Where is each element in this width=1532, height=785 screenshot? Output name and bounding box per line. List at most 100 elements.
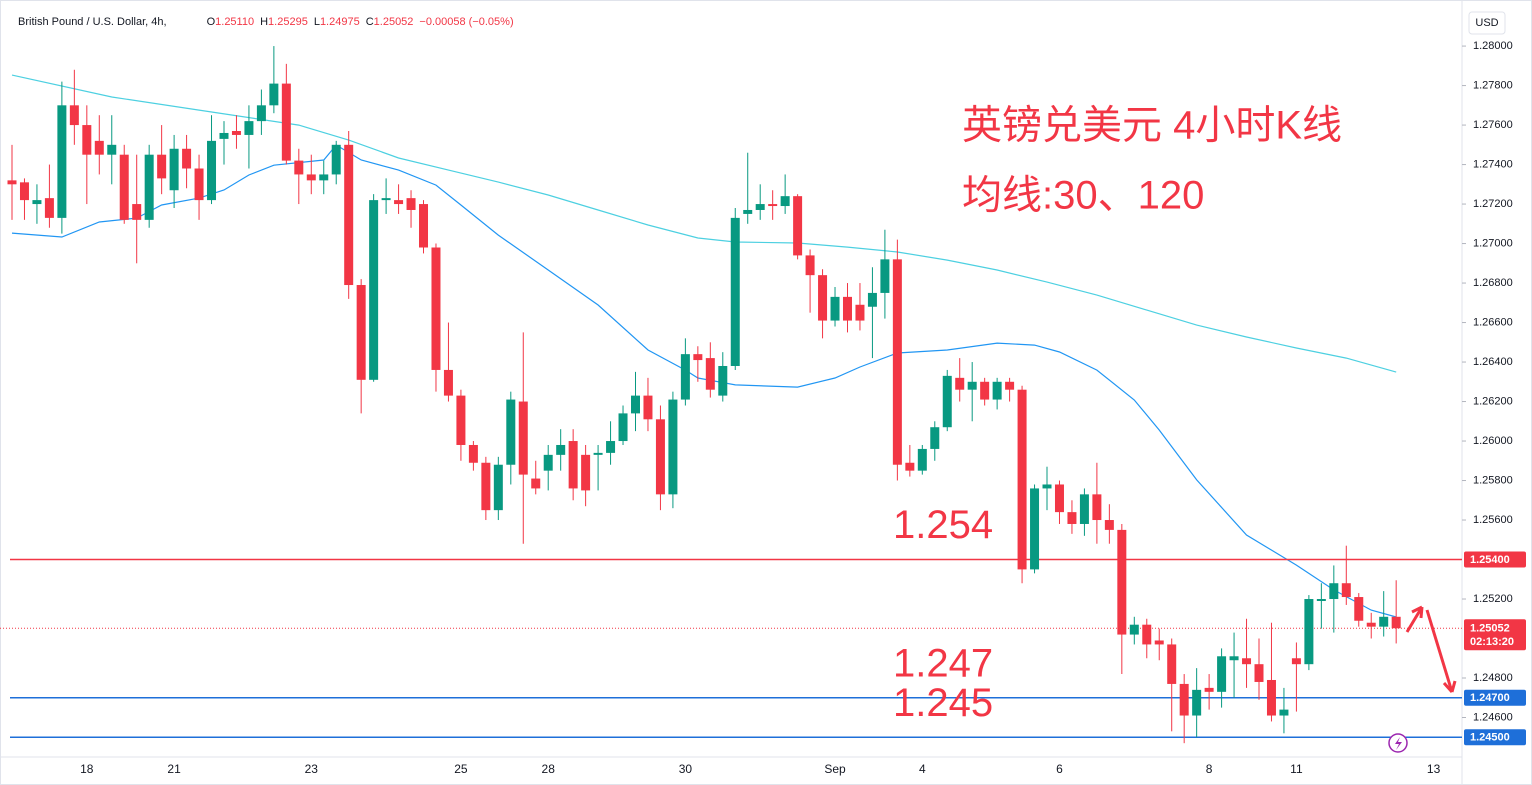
candle-body — [867, 292, 877, 307]
ohlc-value: 1.25052 — [374, 16, 414, 28]
level-box — [1464, 551, 1526, 568]
candle-body — [680, 354, 690, 400]
arrow-down — [1425, 609, 1457, 693]
candle-body — [1279, 709, 1289, 716]
candle-body — [57, 105, 67, 218]
candle-body — [32, 200, 42, 205]
candle-body — [406, 198, 416, 210]
candle-body — [1391, 616, 1401, 629]
candle-body — [705, 358, 715, 390]
candle-body — [643, 395, 653, 420]
candle-body — [319, 174, 329, 181]
candle-body — [244, 121, 254, 135]
currency: USD — [1475, 17, 1498, 29]
candle-body — [1266, 679, 1276, 716]
ohlc-name: L — [314, 16, 320, 28]
level-annotation: 1.247 — [893, 641, 993, 685]
candle-body — [842, 296, 852, 321]
candle-body — [967, 381, 977, 390]
x-tick-label: Sep — [824, 762, 846, 776]
ohlc-value: 1.25110 — [215, 16, 254, 28]
candle-body — [356, 285, 366, 380]
candle-body — [780, 196, 790, 207]
ohlc-value: 1.24975 — [320, 16, 360, 28]
candle-body — [119, 154, 129, 220]
x-tick-label: 13 — [1427, 762, 1441, 776]
candle-body — [107, 144, 117, 155]
candle-body — [1354, 597, 1364, 621]
candle-body — [818, 275, 828, 321]
x-tick-label: 8 — [1206, 762, 1213, 776]
candle-body — [1204, 687, 1214, 692]
candle-body — [1229, 656, 1239, 661]
candle-body — [755, 204, 765, 210]
candle-body — [1192, 689, 1202, 716]
candle-body — [1217, 656, 1227, 692]
candle-body — [144, 154, 154, 220]
candle-body — [855, 304, 865, 321]
candle-body — [830, 296, 840, 321]
candle-body — [768, 204, 778, 207]
candle-body — [493, 464, 503, 511]
candle-body — [531, 478, 541, 489]
candle-body — [269, 83, 279, 106]
level-label: 1.25400 — [1470, 554, 1510, 566]
candle-body — [94, 140, 104, 155]
level-annotation: 1.245 — [893, 681, 993, 725]
x-tick-label: 23 — [305, 762, 319, 776]
candle-body — [456, 395, 466, 445]
y-tick-label: 1.28000 — [1473, 40, 1513, 52]
candle-body — [693, 354, 703, 361]
candle-body — [1129, 624, 1139, 635]
x-tick-label: 18 — [80, 762, 94, 776]
event-bolt — [1395, 737, 1402, 750]
candle-body — [394, 200, 404, 205]
candle-body — [69, 105, 79, 126]
candle-body — [44, 198, 54, 218]
candle-body — [132, 204, 142, 220]
candle-body — [730, 217, 740, 366]
candle-body — [1304, 599, 1314, 665]
candle-body — [1379, 616, 1389, 627]
level-box — [1464, 729, 1526, 746]
ohlc-name: C — [366, 16, 374, 28]
ohlc-value: 1.25295 — [268, 16, 308, 28]
last-price-label: 1.25052 — [1470, 623, 1510, 635]
x-tick-label: 11 — [1290, 762, 1303, 776]
currency-box[interactable] — [1468, 11, 1506, 35]
candle-body — [518, 401, 528, 475]
candle-body — [1030, 488, 1040, 570]
candle-body — [344, 144, 354, 286]
candle-body — [543, 454, 553, 471]
y-tick-label: 1.27000 — [1473, 237, 1513, 249]
countdown: 02:13:20 — [1470, 636, 1514, 648]
candle-body — [369, 200, 379, 380]
candle-body — [294, 160, 304, 175]
candle-body — [481, 462, 491, 511]
candle-body — [207, 140, 217, 201]
candle-body — [556, 444, 566, 455]
candle-body — [82, 125, 92, 155]
change: −0.00058 (−0.05%) — [419, 16, 513, 28]
candle-body — [1167, 644, 1177, 684]
y-tick-label: 1.26800 — [1473, 277, 1513, 289]
y-tick-label: 1.25600 — [1473, 514, 1513, 526]
candle-body — [1005, 381, 1015, 390]
candle-body — [419, 204, 429, 248]
candle-body — [631, 395, 640, 414]
plot: 1.28000 1.27800 1.27600 1.27400 1.27200 1.270… — [0, 40, 1526, 776]
moving-average — [11, 74, 1397, 373]
candle-body — [905, 462, 915, 471]
y-tick-label: 1.25800 — [1473, 474, 1513, 486]
x-tick-label: 28 — [542, 762, 556, 776]
candle-body — [256, 105, 266, 122]
candle-body — [281, 83, 291, 161]
candle-body — [7, 180, 17, 185]
y-tick-label: 1.24800 — [1473, 672, 1513, 684]
last-price-box — [1464, 619, 1526, 651]
candle-body — [468, 444, 478, 463]
candle-body — [668, 399, 678, 495]
candle-body — [655, 419, 665, 495]
candle-body — [1154, 640, 1164, 645]
level-label: 1.24700 — [1470, 692, 1510, 704]
